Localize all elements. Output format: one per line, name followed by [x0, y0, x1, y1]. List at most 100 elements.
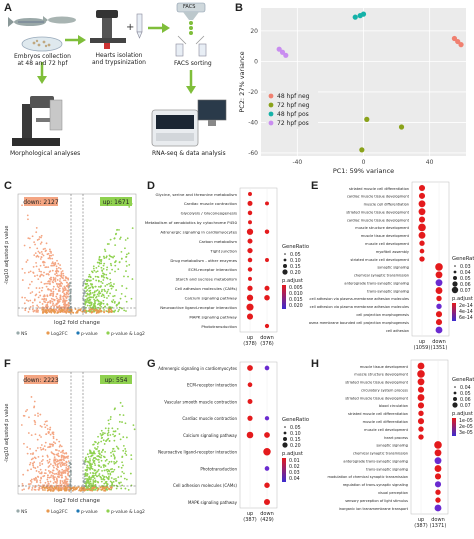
volcano-point: [115, 445, 118, 448]
volcano-point: [50, 292, 53, 295]
volcano-point: [102, 466, 105, 468]
volcano-point: [90, 454, 93, 457]
volcano-point-ns: [96, 489, 99, 492]
volcano-point: [37, 278, 40, 281]
volcano-point: [65, 467, 68, 469]
enrichment-dot: [419, 240, 425, 246]
volcano-point: [59, 282, 62, 285]
volcano-point: [107, 477, 110, 479]
term-label: muscle cell differentiation: [364, 203, 409, 207]
volcano-point: [97, 306, 100, 309]
volcano-point-ns: [42, 308, 45, 311]
volcano-point: [86, 297, 89, 300]
volcano-point: [60, 271, 63, 273]
volcano-point: [123, 275, 125, 278]
volcano-point: [94, 469, 97, 472]
volcano-point: [92, 287, 94, 289]
volcano-point: [56, 279, 59, 281]
volcano-point: [39, 462, 41, 464]
data-point: [279, 49, 286, 55]
volcano-point: [47, 466, 50, 468]
enrichment-dot: [417, 402, 425, 409]
volcano-point: [49, 302, 52, 304]
color-legend-label: 3e-05: [459, 430, 473, 436]
volcano-point-ns: [65, 311, 68, 314]
term-label: cell adhesion: [386, 329, 409, 333]
volcano-point: [59, 294, 62, 297]
volcano-point: [54, 480, 57, 483]
volcano-point: [62, 456, 65, 459]
volcano-point: [113, 456, 116, 459]
size-legend-label: 0.10: [290, 258, 301, 264]
volcano-point: [91, 291, 94, 294]
volcano-point: [67, 474, 70, 477]
volcano-point: [87, 293, 89, 296]
enrichment-dot: [418, 410, 424, 417]
term-label: anterograde trans-synaptic signaling: [343, 459, 408, 463]
volcano-point: [54, 458, 57, 461]
volcano-point: [112, 299, 115, 301]
volcano-point: [115, 289, 118, 291]
volcano-point: [83, 280, 85, 283]
volcano-point: [55, 467, 58, 470]
color-legend-bar: [282, 458, 286, 482]
volcano-point: [87, 299, 90, 302]
volcano-point-ns: [48, 486, 51, 489]
volcano-point: [52, 431, 55, 434]
volcano-point: [107, 294, 110, 297]
volcano-point: [113, 300, 116, 303]
term-label: Neuroactive ligand-receptor interaction: [158, 450, 237, 455]
volcano-point: [63, 300, 66, 303]
volcano-point-ns: [57, 489, 60, 492]
volcano-point: [89, 275, 92, 278]
volcano-point: [102, 264, 105, 267]
term-label: muscle tissue development: [360, 365, 409, 369]
enrichment-dot: [246, 228, 254, 235]
size-legend-label: 0.04: [460, 270, 471, 276]
volcano-point: [100, 290, 103, 293]
volcano-point: [58, 484, 61, 487]
morphological-label: Morphological analyses: [10, 150, 81, 157]
enrichment-dot: [434, 473, 442, 480]
volcano-point: [103, 482, 106, 485]
color-legend-label: 1e-05: [459, 418, 473, 424]
volcano-point: [47, 273, 50, 276]
enrichment-dot: [247, 200, 253, 206]
volcano-point: [47, 257, 50, 260]
volcano-point: [51, 443, 54, 446]
volcano-point: [131, 278, 134, 280]
column-label: (378): [243, 341, 256, 347]
volcano-point: [48, 254, 51, 257]
volcano-point-ns: [69, 308, 72, 311]
volcano-point: [65, 484, 68, 487]
zebrafish-icon: [8, 16, 76, 27]
volcano-point: [92, 305, 95, 307]
dotplot-h: muscle tissue development muscle structur…: [328, 359, 474, 529]
volcano-point: [107, 288, 110, 291]
volcano-point: [120, 257, 123, 260]
panel-b: B -40 0 40 -60 -40 -20 0 20 PC1: 59% variance PC2…: [235, 0, 474, 178]
volcano-point: [103, 464, 106, 467]
term-label: anterograde trans-synaptic signaling: [344, 281, 409, 285]
enrichment-dot: [247, 257, 253, 263]
volcano-point: [30, 468, 32, 471]
enrichment-dot: [417, 362, 425, 370]
term-label: plasma membrane bounded cell projection …: [309, 321, 409, 325]
volcano-point: [121, 405, 124, 408]
legend-box: [266, 91, 318, 129]
enrichment-dot: [435, 489, 441, 495]
enrichment-dot: [247, 415, 253, 421]
x-tick-label: 40: [426, 159, 434, 166]
size-legend-dot: [452, 281, 458, 287]
volcano-point: [88, 290, 91, 292]
legend-marker: [76, 331, 80, 335]
volcano-point: [100, 466, 102, 468]
volcano-point: [88, 482, 91, 485]
term-label: cardiac muscle tissue development: [347, 195, 410, 199]
volcano-point-ns: [77, 486, 80, 488]
size-legend-label: 0.06: [460, 282, 471, 288]
enrichment-dot: [265, 258, 269, 262]
volcano-point: [54, 273, 56, 276]
volcano-point: [68, 299, 71, 302]
volcano-point-ns: [64, 310, 66, 313]
